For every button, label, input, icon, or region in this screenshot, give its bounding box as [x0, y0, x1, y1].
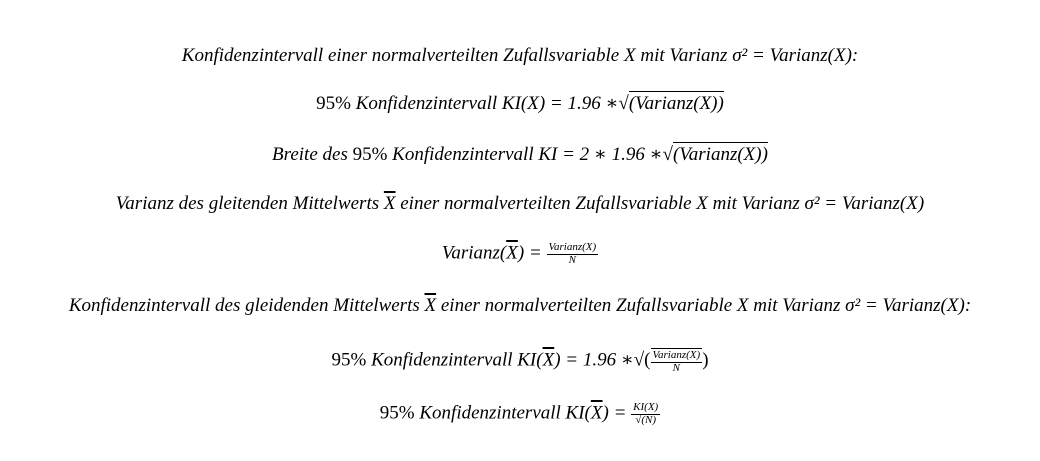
fraction-numerator: Varianz(X) [650, 349, 703, 363]
xbar-symbol: X [542, 349, 555, 371]
fraction-denominator: N [568, 253, 576, 266]
sqrt-argument: (Varianz(X)) [672, 142, 768, 165]
fraction: Varianz(X) N [546, 241, 599, 266]
heading-ki-moving-average: Konfidenzintervall des gleidenden Mittel… [0, 296, 1040, 315]
fraction: Varianz(X) N [650, 348, 703, 374]
formula-text: Konfidenzintervall KI = 2 ∗ 1.96 ∗ [392, 144, 663, 165]
heading-confidence-interval: Konfidenzintervall einer normalverteilte… [181, 45, 859, 66]
fraction-numerator: KI(X) [631, 401, 661, 415]
fraction: KI(X) √(N) [631, 401, 661, 426]
percent-label: 95% [379, 402, 415, 424]
heading-part-a: Varianz des gleitenden Mittelwerts [115, 193, 380, 214]
xbar-symbol: X [383, 193, 396, 214]
fraction-numerator: Varianz(X) [546, 241, 599, 255]
sqrt-argument: (Varianz(X)) [628, 91, 724, 114]
formula-mid: ) = 1.96 ∗ [554, 349, 634, 371]
sqrt-icon: √ [662, 144, 673, 165]
percent-label: 95% [352, 144, 388, 165]
xbar-symbol: X [590, 402, 603, 424]
formula-text: Konfidenzintervall KI(X) = 1.96 ∗ [355, 93, 619, 114]
formula-text: Konfidenzintervall KI( [371, 349, 543, 371]
xbar-symbol: X [424, 295, 437, 316]
heading-moving-average-variance: Varianz des gleitenden Mittelwerts X ein… [0, 194, 1040, 213]
sqrt-icon: √( [633, 349, 651, 371]
formula-95-ki: 95% Konfidenzintervall KI(X) = 1.96 ∗√(V… [0, 91, 1040, 114]
fraction-denominator: √(N) [635, 413, 657, 426]
formula-95-ki-mean: 95% Konfidenzintervall KI(X) = 1.96 ∗√( … [0, 348, 1040, 374]
formula-breite: Breite des 95% Konfidenzintervall KI = 2… [0, 142, 1040, 165]
formula-mid: ) = [602, 402, 627, 424]
percent-label: 95% [331, 349, 367, 371]
lhs-mid: ) = [517, 242, 542, 264]
heading-part-a: Konfidenzintervall des gleidenden Mittel… [68, 295, 420, 316]
lhs-left: Varianz( [441, 242, 507, 264]
percent-label: 95% [316, 93, 351, 114]
fraction-denominator: N [672, 361, 681, 374]
sqrt-icon: √ [618, 93, 629, 114]
formula-text: Konfidenzintervall KI( [419, 402, 591, 424]
formula-variance-mean: Varianz(X) = Varianz(X) N [0, 241, 1040, 266]
close-paren: ) [702, 349, 709, 371]
xbar-symbol: X [506, 242, 518, 264]
heading-part-b: einer normalverteilten Zufallsvariable X… [440, 295, 972, 316]
formula-95-ki-ratio: 95% Konfidenzintervall KI(X) = KI(X) √(N… [0, 401, 1040, 426]
heading-part-b: einer normalverteilten Zufallsvariable X… [400, 193, 925, 214]
breite-label: Breite des [272, 144, 348, 165]
